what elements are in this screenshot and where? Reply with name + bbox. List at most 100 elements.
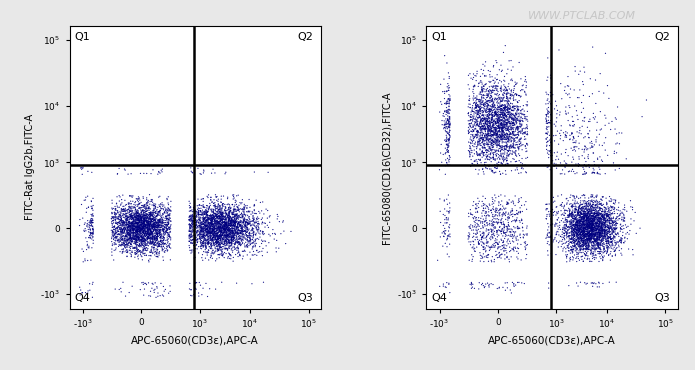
Point xyxy=(219,228,230,234)
Point xyxy=(494,103,505,109)
Point xyxy=(507,120,518,126)
Point xyxy=(468,135,480,141)
Point xyxy=(252,218,263,224)
Point xyxy=(255,228,266,234)
Point xyxy=(589,238,600,243)
Point xyxy=(129,217,140,223)
Point xyxy=(190,208,201,214)
Point xyxy=(578,222,589,228)
Point xyxy=(569,221,580,227)
Point xyxy=(480,115,491,121)
Point xyxy=(202,223,213,229)
Point xyxy=(596,209,607,215)
Point xyxy=(145,226,156,232)
Point xyxy=(136,213,147,219)
Point xyxy=(582,237,594,243)
Point xyxy=(219,228,230,233)
Point xyxy=(237,227,248,233)
Point xyxy=(116,234,127,240)
Point xyxy=(201,232,212,238)
Point xyxy=(117,219,129,225)
Point xyxy=(571,112,582,118)
Point xyxy=(494,228,505,233)
Point xyxy=(156,245,167,251)
Point xyxy=(584,231,596,237)
Point xyxy=(258,279,269,285)
Point xyxy=(124,228,136,234)
Point xyxy=(502,201,513,207)
Point xyxy=(198,229,209,235)
Point xyxy=(482,116,493,122)
Point xyxy=(211,231,222,236)
Point xyxy=(572,210,583,216)
Point xyxy=(151,220,162,226)
Point xyxy=(571,219,582,225)
Point xyxy=(209,225,220,231)
Point xyxy=(491,160,502,166)
Point xyxy=(579,234,590,240)
Point xyxy=(521,79,532,85)
Point xyxy=(193,224,204,230)
Point xyxy=(481,92,492,98)
Point xyxy=(122,234,133,240)
Point xyxy=(486,168,498,174)
Point xyxy=(224,208,236,214)
Point xyxy=(240,219,251,225)
Point xyxy=(618,223,629,229)
Point xyxy=(552,216,563,222)
Point xyxy=(133,228,144,234)
Point xyxy=(468,124,479,130)
Point xyxy=(143,231,154,237)
Point xyxy=(582,238,593,243)
Point xyxy=(206,216,217,222)
Point xyxy=(162,247,173,253)
Point xyxy=(496,137,507,142)
Point xyxy=(187,227,198,233)
Point xyxy=(488,130,499,136)
Point xyxy=(214,233,225,239)
Point xyxy=(213,206,224,212)
Point xyxy=(492,117,503,123)
Point xyxy=(151,220,162,226)
Point xyxy=(208,213,219,219)
Point xyxy=(551,204,562,210)
Point xyxy=(566,225,578,231)
Point xyxy=(575,209,586,215)
Point xyxy=(131,228,142,234)
Point xyxy=(545,222,556,228)
Point xyxy=(579,169,590,175)
Point xyxy=(585,224,596,230)
Point xyxy=(122,224,133,230)
Point xyxy=(600,238,612,244)
Point xyxy=(141,245,152,250)
Point xyxy=(124,193,136,199)
Point xyxy=(587,243,598,249)
Point xyxy=(221,222,232,228)
Point xyxy=(582,232,594,238)
Point xyxy=(486,116,498,122)
Point xyxy=(477,229,489,235)
Point xyxy=(575,232,587,238)
Point xyxy=(224,217,236,223)
Point xyxy=(510,126,521,132)
Point xyxy=(576,216,587,222)
Point xyxy=(212,226,223,232)
Point xyxy=(208,215,220,221)
Point xyxy=(500,126,511,132)
Point xyxy=(610,243,621,249)
Point xyxy=(589,221,600,226)
Point xyxy=(594,236,605,242)
Point xyxy=(133,208,144,214)
Point xyxy=(211,226,222,232)
Point xyxy=(468,91,480,97)
Point xyxy=(579,229,590,235)
Point xyxy=(589,223,600,229)
Point xyxy=(213,234,224,240)
Point xyxy=(598,249,610,255)
Point xyxy=(492,241,503,247)
Point xyxy=(479,104,490,110)
Point xyxy=(555,208,566,213)
Point xyxy=(210,211,221,216)
Point xyxy=(142,231,153,237)
Point xyxy=(570,222,581,228)
